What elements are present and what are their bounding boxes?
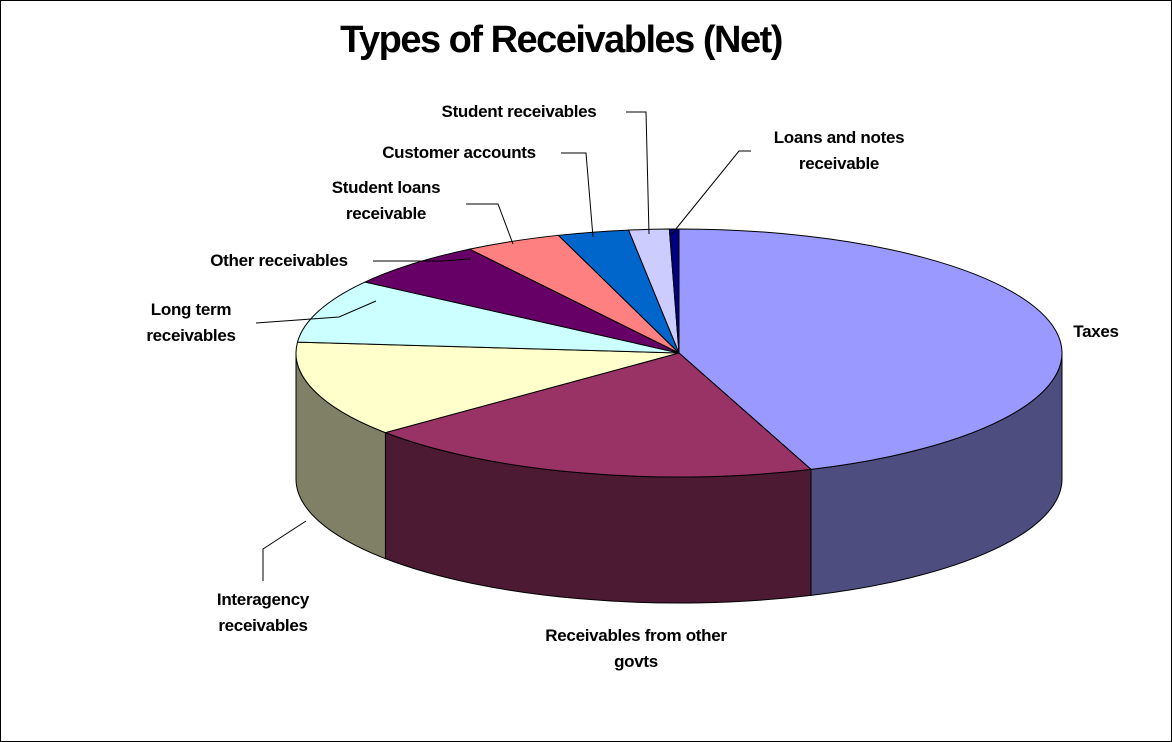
slice <box>383 352 813 478</box>
slice <box>363 248 680 354</box>
slice-label: Student loans receivable <box>331 178 441 223</box>
slice-label: Long term receivables <box>146 300 236 345</box>
slice-label: Student receivables <box>441 102 597 121</box>
slice-label: Other receivables <box>210 251 348 270</box>
slice <box>668 228 680 354</box>
slice <box>678 228 1063 470</box>
leader-line <box>466 203 514 245</box>
leader-line <box>262 520 307 581</box>
slice-label: Receivables from other govts <box>545 626 727 671</box>
leader-line <box>670 150 751 236</box>
slice-label: Taxes <box>1073 322 1119 341</box>
leader-line <box>561 152 594 238</box>
slice-label: Customer accounts <box>382 143 536 162</box>
slice <box>295 341 680 434</box>
slice-label: Loans and notes receivable <box>773 128 905 173</box>
chart-title: Types of Receivables (Net) <box>340 19 783 61</box>
leader-line <box>373 258 472 262</box>
leader-line <box>255 300 377 324</box>
leader-line <box>626 111 650 235</box>
slice-label: Interagency receivables <box>216 590 310 635</box>
slice <box>296 281 680 354</box>
